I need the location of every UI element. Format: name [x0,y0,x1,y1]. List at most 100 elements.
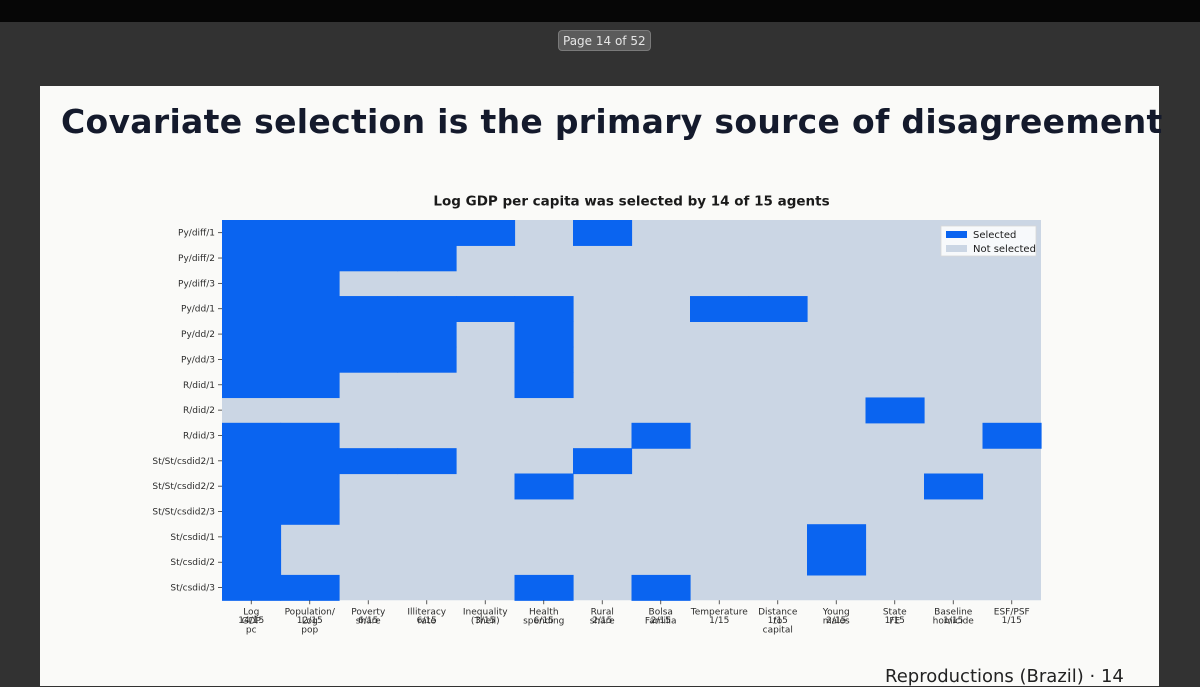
heatmap-cell-selected [807,549,867,576]
x-tick-count: 12/15 [297,616,323,626]
heatmap-cell-selected [280,372,340,399]
legend-swatch-not-selected [946,245,967,252]
heatmap-cell-selected [865,397,925,424]
x-tick-count: 1/15 [709,616,729,626]
heatmap-cell-selected [339,321,399,348]
heatmap-cell-selected [222,346,282,373]
y-tick-label: Py/dd/1 [181,305,215,315]
x-tick-count: 6/15 [358,616,378,626]
heatmap-cell-selected [339,296,399,322]
heatmap-cell-selected [514,296,574,322]
x-tick-label: Distance to capital [758,607,798,635]
y-tick-label: St/St/csdid2/3 [152,508,215,518]
heatmap-cell-selected [222,245,282,272]
heatmap-cell-selected [748,296,808,322]
heatmap-cell-selected [397,448,457,475]
heatmap-cell-selected [280,321,340,348]
x-tick-count: 1/15 [943,616,963,626]
heatmap-cell-selected [514,473,574,500]
x-tick-count: 1/15 [768,616,788,626]
y-tick-label: St/csdid/3 [170,584,215,594]
x-tick-count: 6/15 [417,616,437,626]
heatmap-cell-selected [222,549,282,576]
y-tick-label: Py/dd/2 [181,330,215,340]
heatmap-cell-selected [456,296,516,322]
heatmap-cell-selected [397,220,457,246]
heatmap-cell-selected [222,321,282,348]
heatmap-cell-selected [280,245,340,272]
heatmap-cell-selected [280,422,340,449]
y-tick-label: R/did/1 [183,381,215,391]
heatmap-cell-selected [280,296,340,322]
heatmap-cell-selected [397,321,457,348]
heatmap-cell-selected [397,245,457,272]
heatmap-cell-selected [280,498,340,525]
heatmap-cell-selected [222,473,282,500]
x-tick-label: Baseline homicide [933,607,975,626]
heatmap-cell-selected [397,346,457,373]
y-tick-label: R/did/2 [183,406,215,416]
heatmap-cell-selected [280,473,340,500]
y-tick-label: Py/diff/2 [178,254,215,264]
heatmap-cell-selected [514,321,574,348]
heatmap-cell-selected [514,574,574,601]
heatmap-cell-selected [514,372,574,399]
y-tick-label: R/did/3 [183,431,215,441]
heatmap-cell-selected [280,574,340,601]
x-tick-count: 2/15 [651,616,671,626]
heatmap-cell-selected [222,296,282,322]
slide: Covariate selection is the primary sourc… [40,86,1162,687]
x-tick-label: Population/Log pop [285,607,336,635]
x-tick-count: 1/15 [885,616,905,626]
heatmap-chart: Log GDP per capita was selected by 14 of… [152,194,1042,635]
heatmap-cell-selected [222,498,282,525]
x-tick-label: Log GDP pc [242,607,262,635]
heatmap-cell-selected [924,473,984,500]
heatmap-cell-selected [514,346,574,373]
x-tick-label: Illiteracy rate [407,607,446,626]
x-tick-count: 14/15 [238,616,264,626]
heatmap-cell-selected [222,270,282,297]
heatmap-cell-selected [690,296,750,322]
x-tick-label: Inequality (Theil) [463,607,508,626]
heatmap-cell-selected [280,220,340,246]
x-tick-count: 2/15 [826,616,846,626]
x-tick-label: State FE [883,607,907,626]
slide-footer: Reproductions (Brazil) · 14 [885,666,1124,687]
heatmap-cell-selected [339,346,399,373]
heatmap-cell-selected [222,448,282,475]
heatmap-cell-selected [631,574,691,601]
heatmap-cell-selected [222,524,282,551]
x-tick-label: ESF/PSF [994,607,1030,617]
x-tick-count: 6/15 [534,616,554,626]
heatmap-cell-selected [339,220,399,246]
x-tick-label: Health spending [523,607,564,626]
chart-title: Log GDP per capita was selected by 14 of… [433,194,829,210]
y-tick-label: Py/dd/3 [181,355,215,365]
heatmap-cell-selected [807,524,867,551]
heatmap-cell-selected [339,245,399,272]
x-tick-label: Rural share [590,607,615,626]
y-tick-label: Py/diff/1 [178,229,215,239]
y-tick-label: St/csdid/2 [170,558,215,568]
heatmap-cell-selected [222,372,282,399]
x-tick-count: 2/15 [592,616,612,626]
heatmap-cell-selected [280,448,340,475]
heatmap-cell-selected [573,448,633,475]
y-tick-label: St/St/csdid2/1 [152,457,215,467]
legend-swatch-selected [946,231,967,238]
heatmap-cell-selected [339,448,399,475]
heatmap-cell-selected [222,574,282,601]
legend-label-not-selected: Not selected [973,244,1036,255]
x-tick-count: 3/15 [475,616,495,626]
x-tick-label: Temperature [690,607,748,617]
slide-title: Covariate selection is the primary sourc… [61,102,1163,141]
heatmap-cell-selected [222,220,282,246]
x-tick-label: Bolsa Familia [645,607,677,626]
y-tick-label: Py/diff/3 [178,279,215,289]
heatmap-cell-selected [982,422,1042,449]
heatmap-cell-selected [573,220,633,246]
viewer-top-bar [0,0,1200,22]
x-tick-label: Poverty share [351,607,386,626]
x-tick-count: 1/15 [1002,616,1022,626]
